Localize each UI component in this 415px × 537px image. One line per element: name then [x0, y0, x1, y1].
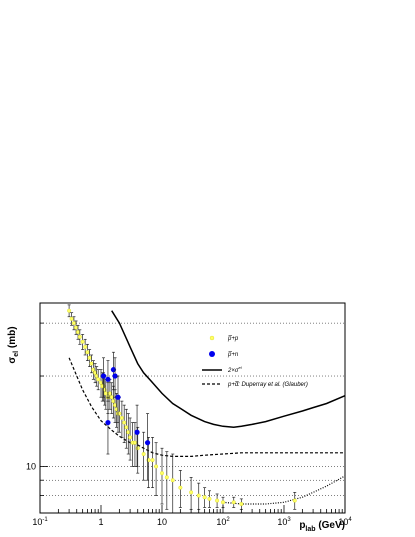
point-pbar-p	[207, 496, 212, 501]
point-pbar-p	[99, 380, 103, 385]
curve-solid	[111, 310, 346, 429]
point-pbar-p	[160, 471, 164, 476]
point-pbar-p	[231, 500, 236, 505]
point-pbar-p	[103, 391, 108, 396]
point-pbar-p	[67, 308, 72, 313]
point-pbar-p	[215, 498, 220, 503]
legend-label: p+d̅: Duperray et al. (Glauber)	[227, 382, 308, 388]
point-pbar-p	[170, 478, 175, 483]
point-pbar-p	[221, 500, 225, 505]
point-pbar-p	[150, 458, 155, 463]
point-pbar-n	[112, 373, 118, 379]
y-tick-label: 10	[26, 461, 36, 471]
point-pbar-p	[85, 350, 90, 355]
point-pbar-n	[100, 373, 107, 379]
point-pbar-p	[83, 344, 88, 349]
legend-label: p̅+n	[227, 352, 239, 358]
point-pbar-n	[105, 419, 111, 426]
point-pbar-p	[128, 435, 133, 440]
point-pbar-p	[80, 339, 85, 344]
point-pbar-n	[134, 429, 140, 435]
point-pbar-p	[117, 411, 122, 416]
legend: p̅+p p̅+n 2×σel p+d̅: Duperray et al. (Glau…	[202, 335, 308, 388]
legend-label: p̅+p	[227, 336, 239, 342]
point-pbar-p	[114, 407, 119, 412]
x-axis-title: plab (GeV)	[299, 520, 345, 533]
point-pbar-p	[89, 361, 94, 366]
legend-marker-pbar-n	[209, 351, 215, 357]
point-pbar-n	[115, 394, 121, 400]
x-tick-label: 103	[277, 517, 291, 527]
point-pbar-p	[202, 495, 207, 500]
point-pbar-p	[239, 502, 244, 506]
point-pbar-p	[74, 325, 79, 330]
point-pbar-p	[141, 452, 146, 456]
point-pbar-p	[69, 316, 74, 321]
point-pbar-p	[87, 355, 92, 360]
point-pbar-p	[146, 458, 151, 463]
point-pbar-p	[154, 464, 159, 469]
y-axis-title: σel (mb)	[7, 326, 20, 363]
point-pbar-p	[126, 430, 131, 435]
point-pbar-p	[178, 485, 183, 490]
point-pbar-p	[76, 330, 80, 335]
point-pbar-p	[109, 395, 114, 400]
point-pbar-p	[189, 490, 194, 495]
point-pbar-p	[77, 334, 82, 339]
x-tick-label: 10	[157, 517, 167, 527]
x-tick-label: 10-1	[32, 517, 48, 527]
point-pbar-p	[135, 446, 140, 451]
data-points	[67, 304, 297, 514]
point-pbar-n	[144, 440, 151, 446]
legend-label: 2×σel	[227, 365, 242, 374]
plot-frame	[39, 302, 346, 514]
point-pbar-p	[124, 425, 129, 430]
point-pbar-p	[119, 416, 124, 420]
x-tick-label: 1	[98, 517, 103, 527]
point-pbar-p	[196, 493, 201, 498]
point-pbar-p	[122, 420, 127, 425]
point-pbar-p	[71, 321, 76, 326]
point-pbar-p	[107, 391, 112, 396]
x-tick-label: 102	[216, 517, 230, 527]
axis-ticks: 10-1 1 10 102 103 104 10	[26, 322, 352, 527]
x-tick-label: 104	[338, 517, 352, 527]
point-pbar-p	[164, 475, 169, 480]
point-pbar-p	[96, 377, 101, 382]
point-pbar-p	[292, 498, 297, 503]
legend-marker-pbar-p	[209, 335, 215, 341]
point-pbar-p	[132, 440, 137, 445]
point-pbar-n	[105, 376, 111, 382]
